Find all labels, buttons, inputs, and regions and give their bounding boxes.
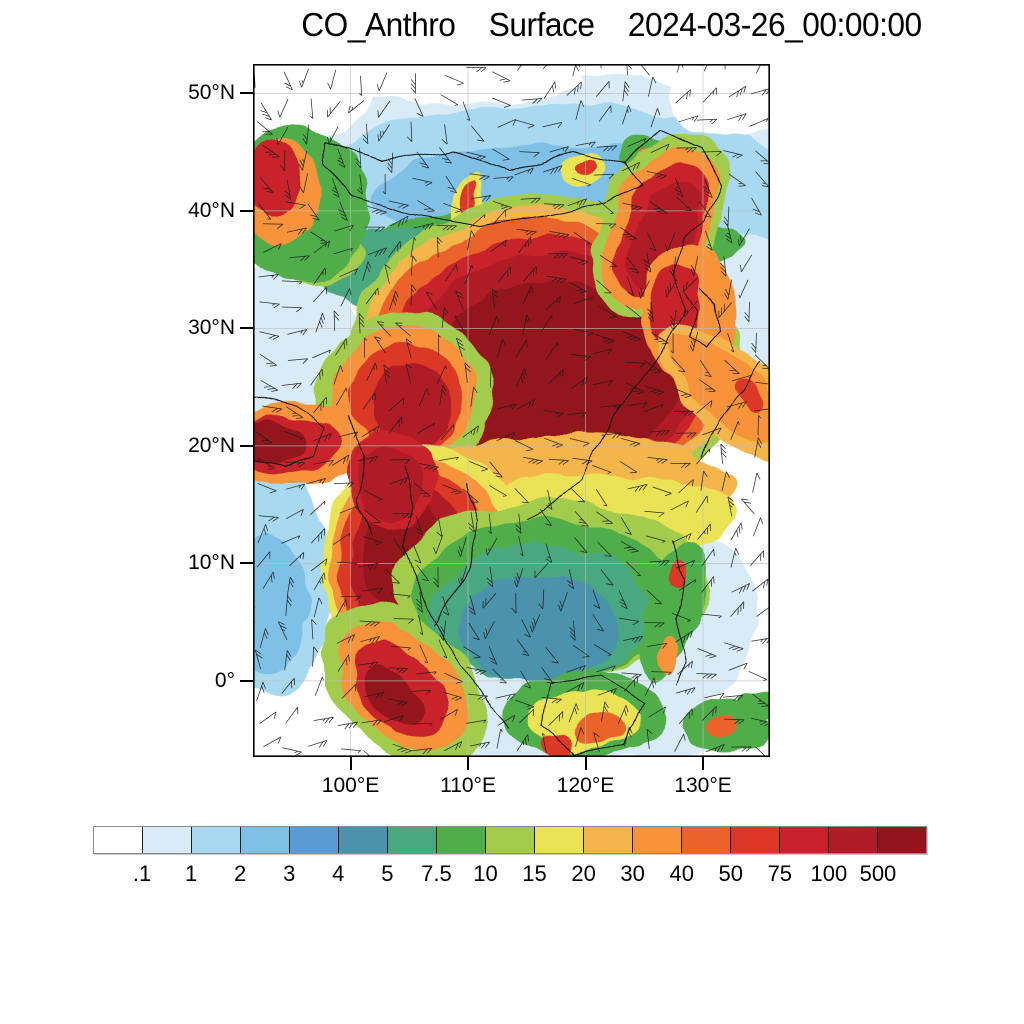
y-axis-tick	[240, 327, 253, 330]
colorbar-tick-label: 30	[620, 861, 645, 886]
x-axis-tick-label: 120°E	[556, 774, 615, 797]
x-axis-longitude: 100°E 110°E 120°E 130°E	[253, 757, 770, 805]
colorbar-segment	[828, 827, 877, 853]
colorbar-labels: .1 1 2 3 4 5 7.5 10 15 20 30 40 50 75 100 500	[93, 861, 927, 889]
x-axis-tick-label: 100°E	[321, 774, 380, 797]
colorbar-segment	[534, 827, 583, 853]
colorbar-segment	[583, 827, 632, 853]
colorbar-tick-label: 10	[473, 861, 498, 886]
colorbar-segment	[289, 827, 338, 853]
y-axis-latitude: 50°N 40°N 30°N 20°N 10°N 0°	[0, 64, 253, 757]
y-axis-tick	[240, 209, 253, 212]
colorbar	[93, 826, 927, 854]
colorbar-tick-label: 3	[283, 861, 296, 886]
y-axis-tick	[240, 562, 253, 565]
colorbar-segment	[436, 827, 485, 853]
y-axis-tick-label: 20°N	[188, 433, 235, 457]
plot-title: CO_Anthro Surface 2024-03-26_00:00:00	[301, 6, 922, 43]
colorbar-segment	[338, 827, 387, 853]
y-axis-tick-label: 40°N	[188, 198, 235, 222]
colorbar-tick-label: 2	[234, 861, 247, 886]
colorbar-tick-label: 20	[571, 861, 596, 886]
colorbar-segment	[485, 827, 534, 853]
colorbar-segment	[877, 827, 926, 853]
colorbar-segment	[779, 827, 828, 853]
y-axis-tick	[240, 92, 253, 95]
y-axis-tick-label: 50°N	[188, 81, 235, 105]
colorbar-segment	[632, 827, 681, 853]
colorbar-tick-label: 100	[810, 861, 848, 886]
contour-fill-layer	[253, 64, 770, 757]
y-axis-tick-label: 0°	[214, 668, 235, 692]
y-axis-tick-label: 30°N	[188, 316, 235, 340]
x-axis-tick	[467, 757, 470, 770]
colorbar-segment	[142, 827, 191, 853]
colorbar-tick-label: 75	[767, 861, 793, 886]
x-axis-tick	[584, 757, 587, 770]
colorbar-segment	[730, 827, 779, 853]
graticule-layer	[253, 64, 770, 757]
colorbar-tick-label: 7.5	[421, 861, 452, 886]
colorbar-tick-label: 50	[718, 861, 743, 886]
colorbar-segment	[387, 827, 436, 853]
y-axis-tick-label: 10°N	[188, 551, 235, 575]
borders-layer	[253, 129, 762, 757]
x-axis-tick	[702, 757, 705, 770]
map-plot-area	[253, 64, 770, 757]
y-axis-tick	[240, 444, 253, 447]
colorbar-tick-label: 4	[332, 861, 345, 886]
x-axis-tick-label: 110°E	[440, 774, 496, 797]
x-axis-tick-label: 130°E	[674, 774, 732, 797]
colorbar-tick-label: 15	[522, 861, 547, 886]
colorbar-tick-label: 5	[381, 861, 394, 886]
wind-barbs-layer	[253, 64, 770, 757]
y-axis-tick	[240, 679, 253, 682]
colorbar-segment	[681, 827, 730, 853]
colorbar-tick-label: 500	[859, 861, 897, 886]
map-canvas	[253, 64, 770, 757]
colorbar-tick-label: .1	[132, 861, 152, 886]
colorbar-segment	[94, 827, 142, 853]
colorbar-tick-label: 40	[669, 861, 694, 886]
colorbar-segment	[240, 827, 289, 853]
colorbar-segment	[191, 827, 240, 853]
x-axis-tick	[349, 757, 352, 770]
colorbar-tick-label: 1	[184, 861, 198, 886]
map-frame-border	[253, 64, 770, 757]
